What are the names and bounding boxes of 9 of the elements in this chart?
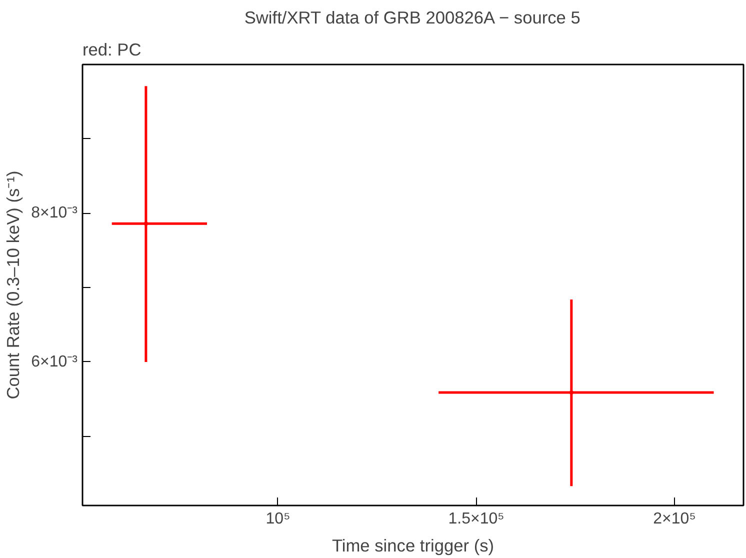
x-tick-label: 2×10⁵ <box>653 510 696 528</box>
text: red: PC <box>82 40 142 60</box>
x-tick-label: 1.5×10⁵ <box>448 510 504 528</box>
x-tick-label: 10⁵ <box>266 510 290 528</box>
y-tick-label: 6×10⁻³ <box>31 353 78 370</box>
y-axis-title: Count Rate (0.3–10 keV) (s⁻¹) <box>3 170 24 400</box>
x-axis-title: Time since trigger (s) <box>332 536 494 556</box>
chart-title: Swift/XRT data of GRB 200826A − source 5 <box>244 8 580 28</box>
y-tick-label: 8×10⁻³ <box>31 204 78 222</box>
